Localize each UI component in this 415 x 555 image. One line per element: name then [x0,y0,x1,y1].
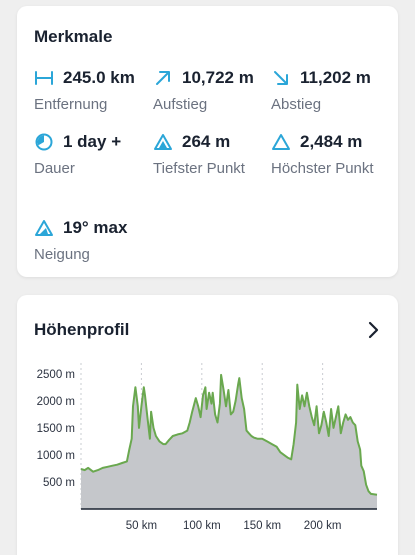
ascent-arrow-icon [156,71,170,85]
stat-incline: 19° max Neigung [34,217,152,265]
elevation-line [80,373,378,496]
stat-value: 245.0 km [63,68,135,87]
y-tick-label: 2000 m [37,396,75,408]
x-tick-label: 150 km [243,520,281,532]
stat-label: Tiefster Punkt [153,160,245,177]
features-card: Merkmale 245.0 km Entfernung 10,722 m Au… [17,6,398,277]
highest-point-triangle-icon [272,134,290,150]
stat-label: Dauer [34,160,75,177]
x-tick-label: 200 km [304,520,342,532]
y-tick-label: 500 m [43,477,75,489]
descent-arrow-icon [274,71,288,85]
y-tick-label: 1500 m [37,423,75,435]
stat-value: 1 day + [63,132,122,151]
stat-ascent: 10,722 m Aufstieg [153,67,271,115]
stat-value: 264 m [182,132,231,151]
stat-label: Entfernung [34,96,108,113]
x-tick-label: 100 km [183,520,221,532]
stat-lowest-point: 264 m Tiefster Punkt [153,131,271,179]
x-tick-label: 50 km [126,520,157,532]
stat-highest-point: 2,484 m Höchster Punkt [271,131,389,179]
stat-distance: 245.0 km Entfernung [34,67,152,115]
stat-value: 10,722 m [182,68,254,87]
y-tick-label: 1000 m [37,450,75,462]
elevation-profile-card[interactable]: Höhenprofil 500 m 1000 m 1500 m 2000 m 2500 … [17,295,398,555]
stat-descent: 11,202 m Abstieg [271,67,389,115]
distance-icon [35,71,53,85]
stat-label: Höchster Punkt [271,160,374,177]
stat-label: Abstieg [271,96,322,113]
elevation-area [81,374,377,509]
stat-duration: 1 day + Dauer [34,131,152,179]
stat-value: 2,484 m [300,132,363,151]
lowest-point-triangle-icon [154,134,172,150]
chevron-right-icon[interactable] [364,319,382,341]
features-title: Merkmale [34,27,113,46]
incline-triangle-icon [35,220,53,236]
stat-label: Aufstieg [153,96,208,113]
y-tick-label: 2500 m [37,369,75,381]
duration-clock-icon [35,133,53,151]
stat-value: 19° max [63,218,128,237]
stat-value: 11,202 m [300,68,371,87]
elevation-profile-title: Höhenprofil [34,320,130,339]
elevation-chart: 500 m 1000 m 1500 m 2000 m 2500 m 50 km 100 k… [37,363,378,532]
stat-label: Neigung [34,246,90,263]
